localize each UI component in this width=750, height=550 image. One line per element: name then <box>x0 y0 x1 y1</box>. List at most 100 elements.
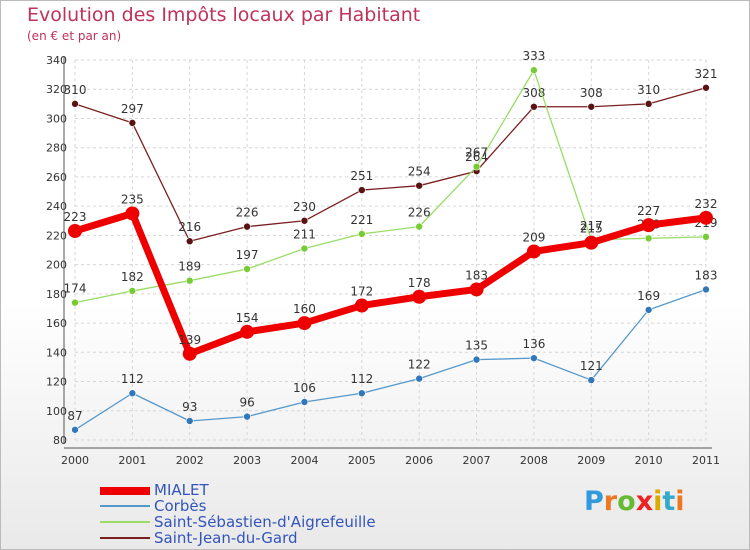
data-label: 121 <box>580 359 603 373</box>
data-point <box>300 398 309 406</box>
data-label: 174 <box>64 282 87 296</box>
data-point <box>185 417 194 425</box>
logo-letter: r <box>603 486 618 517</box>
data-label: 136 <box>522 337 545 351</box>
data-label: 223 <box>64 210 87 224</box>
data-point <box>243 222 251 231</box>
data-point <box>125 206 140 221</box>
legend-swatch-mialet <box>100 487 150 495</box>
data-label: 217 <box>580 219 603 233</box>
data-label: 87 <box>67 409 82 423</box>
data-point <box>128 389 137 398</box>
data-point <box>415 222 423 231</box>
x-tick-label: 2007 <box>463 454 491 467</box>
logo-letter: i <box>675 486 685 517</box>
data-point <box>415 181 423 190</box>
data-point <box>702 233 710 241</box>
data-label: 211 <box>293 228 316 242</box>
y-tick-label: 160 <box>46 317 67 330</box>
y-tick-label: 100 <box>46 405 67 418</box>
data-point <box>587 376 596 384</box>
data-label: 264 <box>465 150 488 164</box>
data-point <box>71 298 79 307</box>
data-label: 160 <box>293 302 316 316</box>
y-tick-label: 180 <box>46 288 67 301</box>
series-line-mialet <box>71 209 710 358</box>
data-label: 227 <box>637 204 660 218</box>
data-point <box>644 100 653 108</box>
legend-swatch-corbes <box>100 505 150 507</box>
data-label: 254 <box>408 165 431 179</box>
y-tick-label: 340 <box>46 54 67 67</box>
data-point <box>358 230 366 238</box>
data-point <box>243 412 251 421</box>
data-label: 183 <box>465 268 488 282</box>
data-label: 209 <box>522 230 545 244</box>
data-point <box>530 66 538 75</box>
legend-label-mialet: MIALET <box>154 481 209 499</box>
data-label: 106 <box>293 381 316 395</box>
data-point <box>358 389 366 398</box>
data-point <box>240 324 255 339</box>
data-label: 308 <box>580 86 603 100</box>
data-point <box>243 265 251 273</box>
data-label: 226 <box>236 206 259 220</box>
y-tick-label: 200 <box>46 259 67 272</box>
data-label: 215 <box>580 222 603 236</box>
data-point <box>300 244 309 253</box>
x-tick-label: 2008 <box>520 454 548 467</box>
data-point <box>530 102 538 111</box>
data-point <box>128 119 137 127</box>
data-point <box>641 218 656 233</box>
data-point <box>68 224 82 238</box>
data-label: 122 <box>408 358 431 372</box>
data-point <box>354 298 369 313</box>
data-label: 310 <box>64 83 87 97</box>
logo-letter: i <box>653 486 663 517</box>
data-label: 251 <box>350 169 373 183</box>
data-point <box>472 162 481 171</box>
data-point <box>702 285 710 294</box>
data-label: 226 <box>408 206 431 220</box>
y-tick-label: 260 <box>46 171 67 184</box>
series-line-saint-s-bastien-d-aigrefeuille <box>74 69 707 304</box>
data-label: 112 <box>350 372 373 386</box>
data-point <box>584 235 599 250</box>
x-tick-label: 2010 <box>635 454 663 467</box>
x-tick-label: 2004 <box>290 454 318 467</box>
legend-label-saint-jean: Saint-Jean-du-Gard <box>154 529 298 547</box>
data-label: 216 <box>178 220 201 234</box>
x-tick-label: 2003 <box>233 454 261 467</box>
data-label: 230 <box>293 200 316 214</box>
data-point <box>182 346 197 361</box>
proxiti-logo: Proxiti <box>584 486 685 517</box>
chart-title: Evolution des Impôts locaux par Habitant <box>27 4 421 26</box>
data-label: 333 <box>522 49 545 63</box>
data-point <box>71 100 79 108</box>
y-tick-label: 220 <box>46 229 67 242</box>
series-line-corb-s <box>74 288 707 431</box>
data-label: 154 <box>236 311 259 325</box>
data-point <box>185 276 194 285</box>
data-point <box>644 306 653 314</box>
x-tick-label: 2002 <box>176 454 204 467</box>
data-label: 235 <box>121 192 144 206</box>
data-point <box>185 237 194 246</box>
data-point <box>297 316 312 331</box>
data-point <box>412 289 427 304</box>
data-point <box>644 234 653 243</box>
data-point <box>358 186 366 194</box>
data-label: 183 <box>695 268 718 282</box>
data-label: 321 <box>695 67 718 81</box>
data-label: 310 <box>637 83 660 97</box>
data-point <box>530 354 538 362</box>
data-label: 93 <box>182 400 197 414</box>
y-tick-label: 280 <box>46 142 67 155</box>
data-point <box>128 287 137 295</box>
data-label: 197 <box>236 248 259 262</box>
data-point <box>472 355 481 364</box>
logo-letter: o <box>617 486 636 517</box>
chart-subtitle: (en € et par an) <box>27 29 122 43</box>
legend-label-corbes: Corbès <box>154 497 207 515</box>
